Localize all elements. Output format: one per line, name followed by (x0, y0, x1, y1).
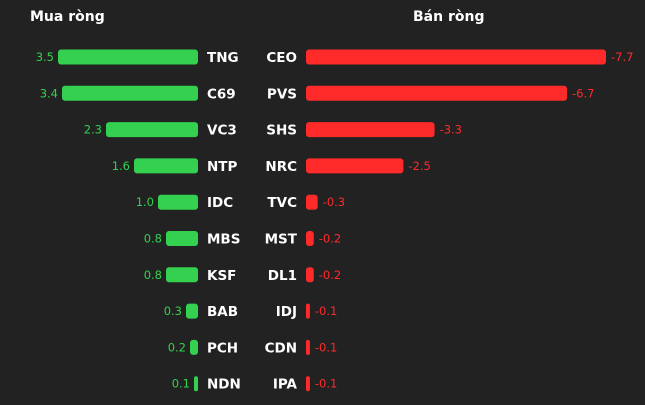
sell-bar (306, 339, 310, 355)
buy-value-label: 0.8 (144, 268, 162, 282)
sell-bar (306, 267, 314, 283)
sell-value-label: -0.3 (323, 195, 345, 209)
buy-bar (106, 122, 198, 138)
sell-ticker-label: MST (265, 232, 298, 248)
sell-bar (306, 376, 310, 392)
sell-value-label: -0.2 (319, 268, 341, 282)
buy-ticker-label: NDN (207, 377, 241, 393)
buy-value-label: 1.6 (112, 159, 130, 173)
buy-ticker-label: IDC (207, 195, 233, 211)
buy-bar (158, 194, 198, 210)
sell-bar (306, 194, 318, 210)
buy-ticker-label: NTP (207, 159, 238, 175)
buy-ticker-label: C69 (207, 86, 236, 102)
sell-bar (306, 303, 310, 319)
buy-value-label: 2.3 (84, 123, 102, 137)
buy-ticker-label: TNG (207, 50, 239, 66)
buy-bar (62, 85, 198, 101)
sell-bar (306, 85, 568, 101)
buy-bar (190, 339, 198, 355)
buy-value-label: 0.3 (164, 304, 182, 318)
buy-bar (134, 158, 198, 174)
sell-bar (306, 158, 404, 174)
sell-value-label: -0.1 (315, 340, 337, 354)
buy-bar (166, 231, 198, 246)
sell-bar (306, 122, 435, 138)
sell-ticker-label: DL1 (268, 268, 297, 284)
buy-value-label: 3.5 (36, 50, 54, 64)
sell-value-label: -7.7 (611, 50, 633, 64)
buy-ticker-label: BAB (207, 304, 238, 320)
sell-value-label: -6.7 (572, 86, 594, 100)
sell-ticker-label: NRC (265, 159, 297, 175)
buy-ticker-label: VC3 (207, 123, 237, 139)
buy-value-label: 1.0 (136, 195, 154, 209)
sell-ticker-label: IDJ (276, 304, 297, 320)
sell-bar (306, 231, 314, 246)
sell-value-label: -0.2 (319, 232, 341, 246)
buy-value-label: 0.1 (172, 377, 190, 391)
buy-bar (166, 267, 198, 283)
sell-value-label: -2.5 (408, 159, 430, 173)
buy-ticker-label: MBS (207, 232, 240, 248)
buy-chart-title: Mua ròng (30, 9, 105, 25)
sell-value-label: -0.1 (315, 304, 337, 318)
buy-value-label: 3.4 (40, 86, 58, 100)
buy-bar (58, 49, 198, 65)
sell-ticker-label: CDN (265, 340, 297, 356)
buy-bar (194, 376, 198, 392)
buy-ticker-label: PCH (207, 340, 238, 356)
buy-ticker-label: KSF (207, 268, 236, 284)
buy-value-label: 0.2 (168, 340, 186, 354)
sell-ticker-label: PVS (267, 86, 297, 102)
buy-value-label: 0.8 (144, 232, 162, 246)
sell-ticker-label: CEO (266, 50, 297, 66)
sell-value-label: -3.3 (440, 123, 462, 137)
sell-ticker-label: SHS (266, 123, 297, 139)
sell-value-label: -0.1 (315, 377, 337, 391)
sell-bar (306, 49, 606, 65)
buy-bar (186, 303, 198, 319)
sell-ticker-label: TVC (267, 195, 297, 211)
sell-ticker-label: IPA (273, 377, 298, 393)
sell-chart-title: Bán ròng (413, 9, 485, 25)
